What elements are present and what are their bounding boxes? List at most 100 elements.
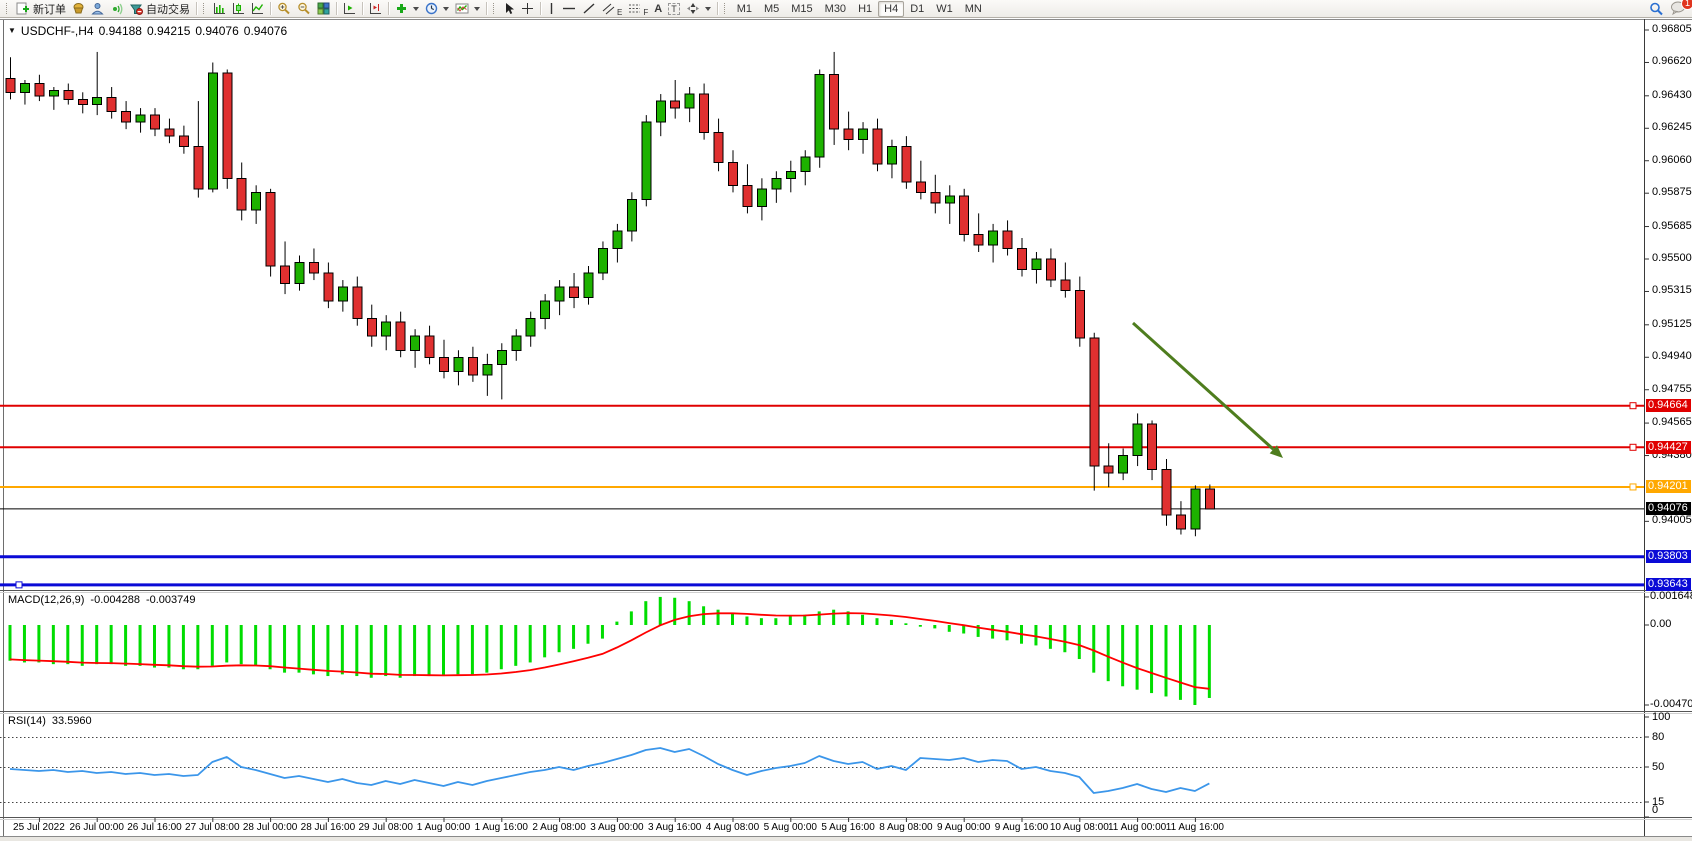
line-handle (1629, 483, 1637, 491)
auto-trading-icon (130, 4, 143, 15)
timeframe-M15[interactable]: M15 (791, 2, 813, 15)
macd-histogram-bar (8, 625, 12, 661)
macd-histogram-bar (254, 625, 258, 666)
arrows-tool-button[interactable] (683, 1, 714, 17)
candle (915, 181, 926, 193)
candle (395, 321, 406, 351)
macd-histogram-bar (210, 625, 214, 666)
auto-trading-button[interactable]: 自动交易 (126, 1, 193, 17)
zoom-in-button[interactable] (274, 1, 294, 17)
candle (684, 93, 695, 109)
crosshair-button[interactable] (518, 1, 537, 17)
timeframe-M5[interactable]: M5 (763, 2, 780, 15)
candle (641, 121, 652, 200)
macd-histogram-bar (528, 625, 532, 663)
macd-histogram-bar (196, 625, 200, 670)
candle (771, 177, 782, 190)
trendline-button[interactable] (579, 1, 599, 17)
macd-histogram-bar (976, 625, 980, 637)
tile-windows-button[interactable] (314, 1, 333, 17)
candle (308, 262, 319, 274)
text-tool-button[interactable]: A (651, 1, 665, 17)
timeframe-H4[interactable]: H4 (878, 0, 905, 17)
candle (207, 72, 218, 190)
candle (424, 335, 435, 358)
indicators-plus-icon (397, 4, 406, 13)
indicators-dropdown-caret (413, 6, 419, 11)
periods-button[interactable] (422, 1, 452, 17)
macd-histogram-bar (514, 625, 518, 666)
macd-histogram-bar (470, 625, 474, 675)
candle (251, 191, 262, 211)
macd-histogram-bar (326, 625, 330, 677)
chart-shift-button[interactable] (366, 1, 385, 17)
candle (1017, 247, 1027, 271)
styles-button[interactable] (69, 1, 88, 17)
candle (511, 335, 522, 351)
fibonacci-button[interactable]: F (625, 1, 651, 17)
chart-shift-icon (370, 3, 381, 14)
bar-chart-button[interactable] (210, 1, 229, 17)
candle (1190, 488, 1201, 530)
candle (439, 356, 449, 372)
horizontal-line-button[interactable] (559, 1, 579, 17)
candle-chart-button[interactable] (229, 1, 248, 17)
macd-histogram-bar (369, 625, 373, 678)
zoom-out-button[interactable] (294, 1, 314, 17)
candle (381, 321, 392, 337)
candle (872, 128, 883, 165)
candle (1031, 258, 1042, 271)
candle (829, 74, 840, 130)
macd-histogram-bar (167, 625, 171, 668)
indicators-button[interactable] (392, 1, 422, 17)
macd-signal-line (9, 612, 1210, 690)
timeframe-M1[interactable]: M1 (736, 2, 752, 15)
candle (886, 146, 897, 165)
vertical-line-button[interactable] (544, 1, 559, 17)
auto-trading-label: 自动交易 (146, 3, 190, 16)
text-tool-label: A (654, 2, 663, 15)
candle (92, 97, 103, 106)
timeframe-H1[interactable]: H1 (858, 2, 873, 15)
macd-histogram-bar (817, 611, 821, 625)
new-order-button[interactable]: 新订单 (13, 1, 69, 17)
candle (280, 265, 291, 285)
macd-histogram-bar (1150, 625, 1154, 694)
notifications-button[interactable]: 1 (1667, 0, 1692, 17)
timeframe-MN[interactable]: MN (964, 2, 982, 15)
macd-histogram-bar (557, 625, 561, 653)
toolbar: 新订单 自动交易 (0, 0, 1692, 18)
horizontal-line-icon (563, 7, 575, 10)
text-label-tool-button[interactable]: T (665, 1, 683, 17)
candle (670, 100, 681, 109)
templates-button[interactable] (452, 1, 483, 17)
arrows-shapes-icon (686, 3, 699, 14)
timeframe-M30[interactable]: M30 (824, 2, 847, 15)
templates-dropdown-caret (474, 6, 480, 11)
bar-chart-icon (214, 3, 225, 14)
macd-histogram-bar (947, 625, 951, 632)
candle (713, 132, 724, 163)
candle (1074, 290, 1085, 339)
fibonacci-icon (629, 4, 641, 13)
community-button[interactable] (88, 1, 107, 17)
signals-button[interactable] (107, 1, 126, 17)
line-chart-button[interactable] (248, 1, 267, 17)
macd-histogram-bar (1121, 625, 1125, 687)
candle (973, 233, 984, 246)
candle (1161, 469, 1172, 516)
macd-histogram-bar (759, 618, 763, 625)
timeframe-W1[interactable]: W1 (936, 2, 953, 15)
candle (597, 247, 608, 274)
macd-histogram-bar (398, 625, 402, 678)
search-button[interactable] (1646, 1, 1667, 17)
equidistant-channel-button[interactable]: E (599, 1, 625, 17)
cursor-button[interactable] (500, 1, 518, 17)
channel-suffix-label: E (617, 7, 623, 17)
channel-icon (602, 3, 615, 15)
auto-scroll-button[interactable] (340, 1, 359, 17)
line-handle (15, 581, 23, 589)
macd-histogram-bar (37, 625, 41, 663)
timeframe-D1[interactable]: D1 (910, 2, 925, 15)
